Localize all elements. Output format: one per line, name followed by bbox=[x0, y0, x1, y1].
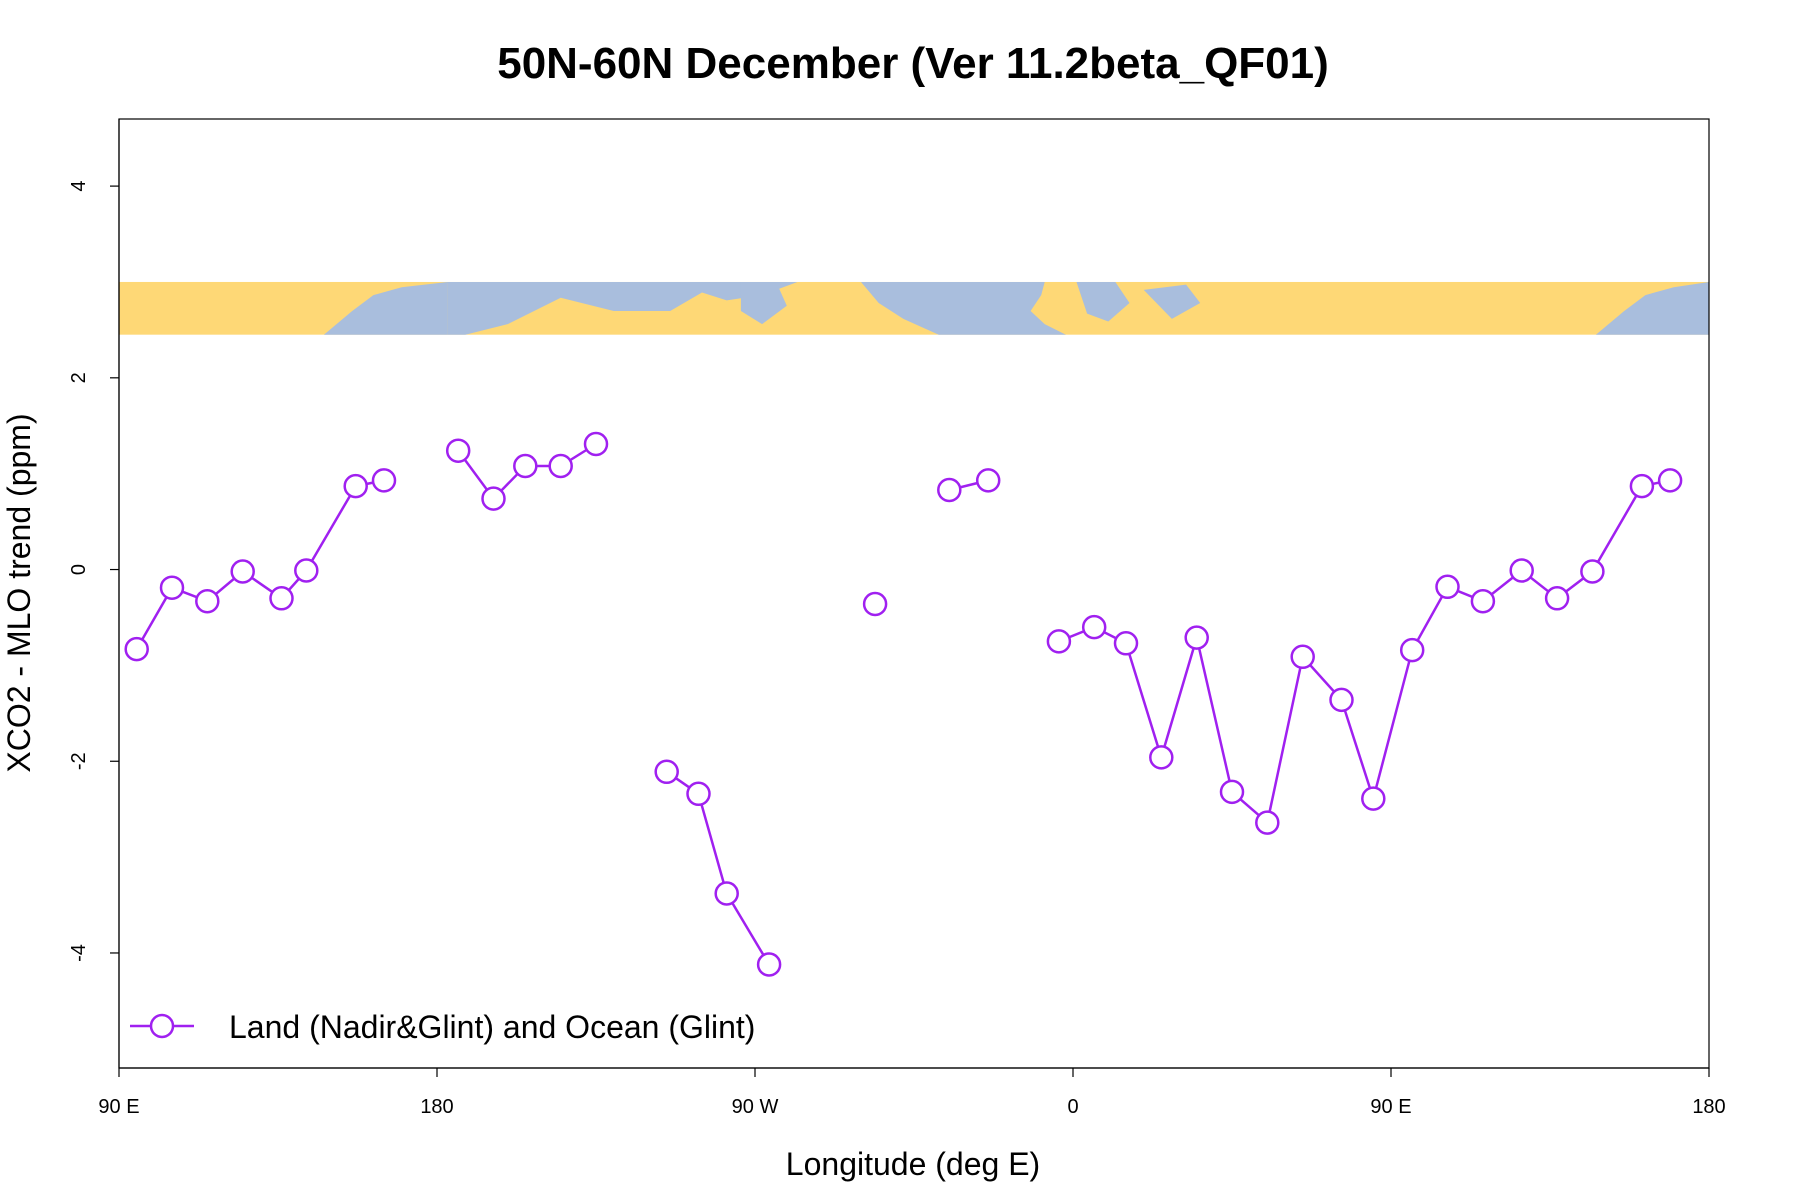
data-point bbox=[975, 468, 1001, 493]
map-strip-ocean bbox=[1076, 282, 1130, 322]
data-point bbox=[195, 588, 220, 614]
data-point bbox=[1219, 779, 1245, 805]
y-axis-label: XCO2 - MLO trend (ppm) bbox=[1, 413, 37, 772]
data-point bbox=[230, 559, 255, 584]
data-point bbox=[1184, 625, 1209, 650]
legend-marker bbox=[149, 1013, 175, 1039]
data-point bbox=[1149, 745, 1174, 770]
x-tick-label: 180 bbox=[420, 1096, 453, 1118]
map-strip-ocean bbox=[323, 282, 448, 335]
plot-frame bbox=[118, 118, 1710, 1069]
chart-title: 50N-60N December (Ver 11.2beta_QF01) bbox=[497, 39, 1329, 88]
data-point bbox=[124, 636, 149, 662]
x-tick-label: 90 W bbox=[732, 1096, 779, 1118]
series-line bbox=[665, 770, 771, 966]
data-point bbox=[159, 575, 185, 600]
data-point bbox=[481, 486, 506, 511]
data-point bbox=[294, 558, 319, 583]
legend: Land (Nadir&Glint) and Ocean (Glint) bbox=[130, 1009, 755, 1045]
x-tick-label: 0 bbox=[1067, 1096, 1078, 1118]
data-point bbox=[583, 431, 609, 457]
data-point bbox=[654, 759, 679, 785]
data-point bbox=[686, 781, 711, 807]
data-point bbox=[371, 468, 397, 493]
data-point bbox=[445, 438, 471, 463]
map-strip-ocean bbox=[861, 282, 1066, 335]
data-point bbox=[1629, 473, 1655, 499]
world-map-strip bbox=[119, 281, 1709, 335]
data-point bbox=[548, 453, 573, 479]
data-point bbox=[1544, 586, 1570, 611]
x-tick-label: 180 bbox=[1692, 1096, 1725, 1118]
data-point bbox=[756, 952, 782, 977]
y-tick-label: 0 bbox=[68, 564, 90, 575]
data-point bbox=[714, 881, 739, 906]
data-point bbox=[1290, 644, 1315, 670]
data-point bbox=[1580, 559, 1605, 584]
data-point bbox=[1509, 558, 1534, 583]
map-strip-ocean bbox=[447, 282, 798, 335]
legend-label: Land (Nadir&Glint) and Ocean (Glint) bbox=[229, 1009, 755, 1045]
data-point bbox=[1113, 631, 1139, 656]
map-strip-ocean bbox=[740, 282, 787, 325]
data-point bbox=[1046, 629, 1072, 654]
map-strip-ocean bbox=[1143, 284, 1201, 319]
data-point bbox=[1329, 687, 1354, 713]
data-point bbox=[1255, 810, 1280, 835]
data-point bbox=[1657, 468, 1683, 493]
x-tick-label: 90 E bbox=[98, 1096, 139, 1118]
series-layer bbox=[124, 431, 1683, 977]
y-tick-label: 2 bbox=[68, 372, 90, 383]
data-point bbox=[862, 591, 888, 617]
y-tick-label: -4 bbox=[68, 944, 90, 962]
data-point bbox=[937, 477, 962, 503]
data-point bbox=[269, 586, 294, 611]
y-tick-label: -2 bbox=[68, 752, 90, 770]
map-strip-ocean bbox=[1595, 282, 1709, 335]
x-tick-label: 90 E bbox=[1370, 1096, 1411, 1118]
data-point bbox=[1470, 588, 1496, 614]
data-point bbox=[1399, 637, 1425, 663]
data-point bbox=[343, 473, 368, 499]
data-point bbox=[513, 453, 538, 479]
data-point bbox=[1361, 786, 1386, 811]
x-axis-label: Longitude (deg E) bbox=[786, 1146, 1040, 1182]
y-tick-label: 4 bbox=[68, 181, 90, 192]
data-point bbox=[1081, 614, 1107, 640]
data-point bbox=[1435, 574, 1460, 600]
